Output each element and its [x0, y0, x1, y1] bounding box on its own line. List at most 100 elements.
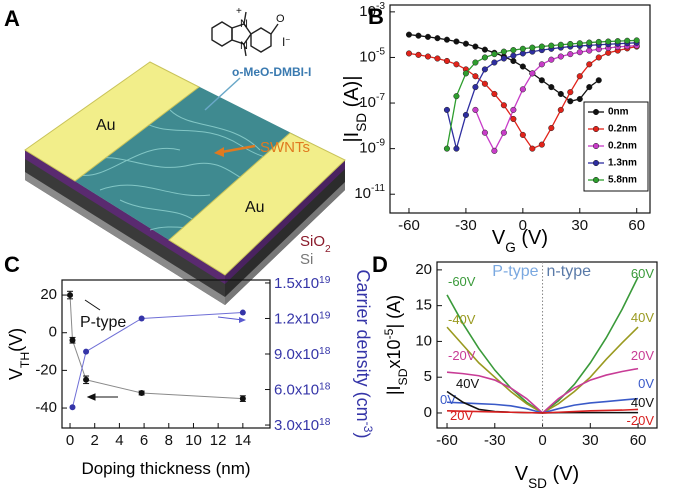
data-point: [633, 37, 640, 44]
data-point: [519, 63, 526, 70]
counterion-label-part: I: [282, 35, 285, 49]
tick-label: -60: [398, 217, 420, 234]
data-point: [491, 147, 498, 154]
data-point: [548, 56, 555, 63]
data-point: [462, 70, 469, 77]
data-point: [500, 55, 507, 62]
oxide-layer-front: [225, 160, 345, 284]
tick-label: 20: [40, 286, 57, 303]
data-point: [472, 73, 479, 80]
data-point: [481, 66, 488, 73]
nanotube-label: SWNTs: [260, 139, 310, 156]
benzene-ring: [211, 21, 233, 47]
tick-label: 0: [538, 432, 546, 449]
tick-label: 0: [66, 432, 74, 449]
data-point: [434, 35, 441, 42]
data-point: [239, 309, 246, 316]
annotation: P-type: [80, 314, 126, 331]
data-point: [576, 49, 583, 56]
tick-label-part: 10: [359, 3, 376, 20]
tick-label: 6: [140, 432, 148, 449]
x-axis-label: Doping thickness (nm): [81, 459, 250, 478]
data-point: [605, 38, 612, 45]
tick-label: 10-5: [359, 47, 385, 66]
data-point: [538, 43, 545, 50]
tick-label: 10: [185, 432, 202, 449]
legend-label: 1.3nm: [608, 158, 637, 169]
tick-label: 60: [628, 217, 645, 234]
tick-label: 10: [415, 332, 432, 349]
data-point: [491, 59, 498, 66]
molecule-drawing: [211, 11, 279, 57]
data-point: [453, 61, 460, 68]
data-point: [529, 70, 536, 77]
x-axis-label-part: (V): [516, 227, 548, 249]
tick-label-part: 10: [359, 140, 376, 157]
legend-label: 0.2nm: [608, 141, 637, 152]
curve-label: 0V: [638, 376, 654, 391]
data-point: [586, 84, 593, 91]
tick-label: 5: [424, 368, 432, 385]
tick-label-part: 18: [319, 381, 331, 392]
data-point: [510, 52, 517, 59]
tick-label-part: 1.2x10: [274, 310, 319, 327]
tick-label: 8: [165, 432, 173, 449]
data-point: [239, 395, 246, 402]
curve-label: 40V: [631, 310, 654, 325]
silicon-layer-front: [225, 182, 345, 305]
tick-label: 10-11: [354, 183, 385, 202]
charge-label: +: [236, 6, 242, 17]
tick-label: -30: [455, 217, 477, 234]
curve-label: 20V: [631, 348, 654, 363]
legend-label: 0nm: [608, 107, 629, 118]
data-point: [472, 106, 479, 113]
y2-axis-label: Carrier density (cm-3): [353, 270, 375, 439]
tick-label-part: 9.0x10: [274, 346, 319, 363]
data-point: [519, 86, 526, 93]
data-point: [491, 51, 498, 58]
device-illustration: [24, 11, 346, 305]
nanotube: [169, 109, 261, 151]
gold-pad-right: [168, 132, 346, 276]
atom-label: O: [276, 13, 285, 25]
data-point: [614, 38, 621, 45]
y2-axis-label-part: ): [353, 432, 373, 438]
y-axis-label: |ISDx10-5| (A): [382, 295, 410, 395]
nanotube: [99, 184, 211, 197]
data-point: [500, 48, 507, 55]
tick-label: 6.0x1018: [274, 381, 331, 399]
curve-label: 60V: [631, 266, 654, 281]
data-point: [481, 46, 488, 53]
tick-label: 60: [630, 432, 647, 449]
series-line: [69, 295, 243, 400]
y-axis-label-part: |I: [341, 132, 363, 143]
data-point: [595, 77, 602, 84]
data-point: [586, 61, 593, 68]
tick-label: 2: [91, 432, 99, 449]
data-point: [567, 51, 574, 58]
pad-label: Au: [245, 199, 265, 216]
tick-label: 30: [571, 217, 588, 234]
tick-label-part: -3: [376, 1, 385, 12]
data-point: [405, 50, 413, 57]
data-point: [472, 59, 479, 66]
y-axis-label: VTH(V): [6, 328, 32, 380]
series-line: [72, 312, 243, 408]
tick-label: 14: [234, 432, 251, 449]
data-point: [69, 404, 76, 411]
data-point: [405, 31, 413, 38]
data-point: [538, 77, 545, 84]
tick-label: -40: [35, 399, 57, 416]
tick-label: -60: [436, 432, 458, 449]
tick-label-part: -9: [376, 138, 385, 149]
y-axis-label-part: x10: [384, 339, 404, 368]
tick-label-part: -11: [371, 183, 385, 194]
y-axis-label-part: (A)|: [341, 75, 363, 112]
tick-label: 0: [424, 404, 432, 421]
data-point: [519, 45, 526, 52]
oxide-label: SiO2: [300, 233, 331, 255]
arrowhead: [239, 317, 246, 323]
dopant-label: o-MeO-DMBI-I: [232, 65, 311, 79]
data-point: [434, 55, 441, 62]
y-axis-label-part: SD: [396, 368, 410, 385]
